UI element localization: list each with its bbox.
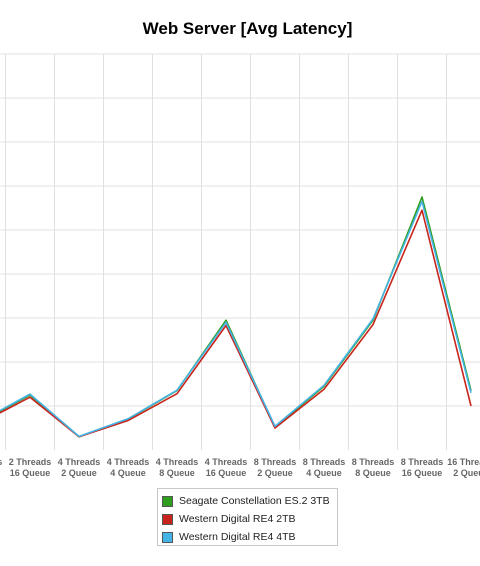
x-tick-label: 16 Queue: [402, 468, 443, 478]
legend-swatch: [162, 531, 173, 543]
legend-swatch: [162, 513, 173, 525]
x-tick-label: 4 Threads: [205, 457, 248, 467]
legend-label: Western Digital RE4 4TB: [179, 531, 296, 543]
x-tick-label: 2 Queue: [257, 468, 293, 478]
x-tick-label: 16 Queue: [206, 468, 247, 478]
x-tick-label: 8 Threads: [254, 457, 297, 467]
series-line-1: [0, 209, 472, 438]
x-tick-label: 8 Threads: [352, 457, 395, 467]
legend-label: Western Digital RE4 2TB: [179, 513, 296, 525]
x-tick-label: 16 Queue: [10, 468, 51, 478]
legend-item: Western Digital RE4 2TB: [162, 510, 337, 528]
x-tick-label: 2 Queue: [61, 468, 97, 478]
series-line-2: [0, 200, 472, 438]
legend-label: Seagate Constellation ES.2 3TB: [179, 495, 330, 507]
x-tick-label: 8 Queue: [159, 468, 195, 478]
x-tick-label: 16 Threads: [447, 457, 480, 467]
grid-lines: [0, 53, 480, 450]
x-tick-label: 4 Threads: [156, 457, 199, 467]
x-tick-label: 8 Queue: [355, 468, 391, 478]
x-tick-label: 4 Threads: [107, 457, 150, 467]
legend-swatch: [162, 495, 173, 507]
x-tick-label: 8 Threads: [303, 457, 346, 467]
legend-item: Western Digital RE4 4TB: [162, 528, 337, 546]
x-tick-label: 8 Threads: [401, 457, 444, 467]
series-lines: [0, 196, 472, 438]
series-line-0: [0, 196, 472, 438]
chart-title: Web Server [Avg Latency]: [142, 19, 353, 38]
x-tick-label: 4 Queue: [306, 468, 342, 478]
x-tick-label: 2 Queue: [453, 468, 480, 478]
x-tick-label: 4 Queue: [110, 468, 146, 478]
x-tick-label: 2 Threads: [9, 457, 52, 467]
x-tick-label: 2 Threads: [0, 457, 2, 467]
x-tick-label: 4 Threads: [58, 457, 101, 467]
legend: Seagate Constellation ES.2 3TB Western Di…: [157, 488, 338, 546]
legend-item: Seagate Constellation ES.2 3TB: [162, 492, 337, 510]
